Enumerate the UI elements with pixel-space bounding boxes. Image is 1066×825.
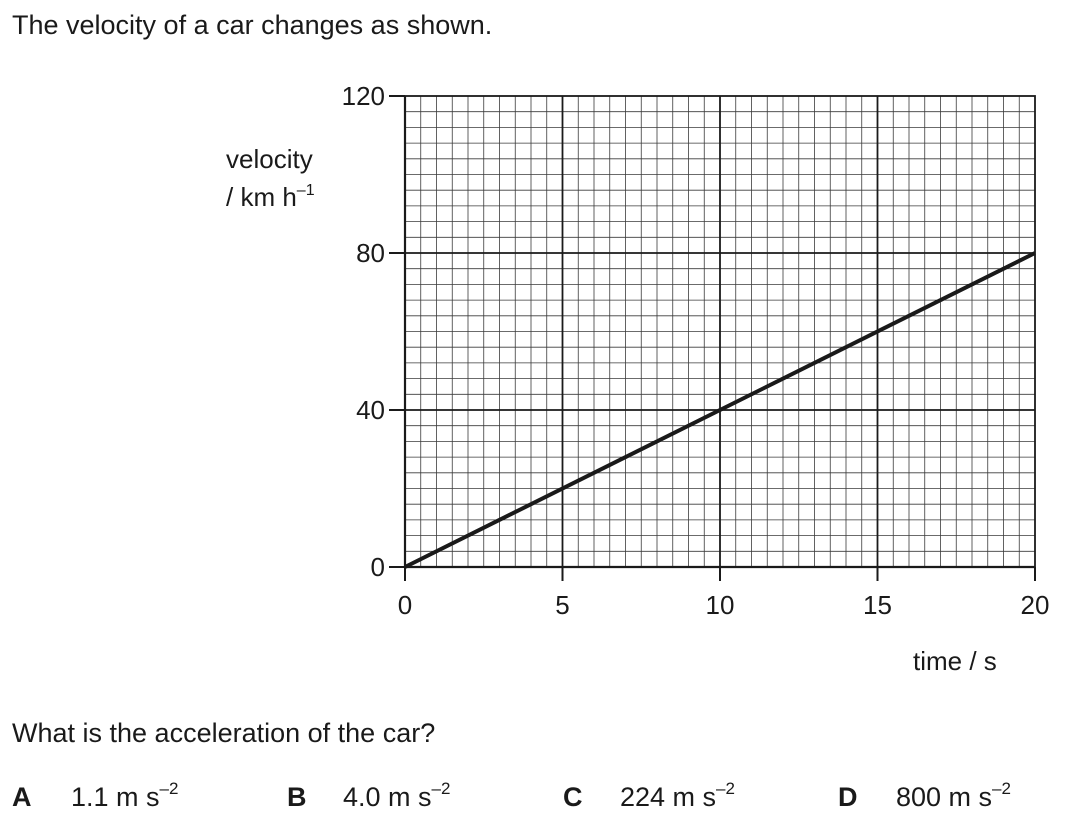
option-a-value: 1.1 m s–2 <box>71 779 179 812</box>
x-tick-label: 0 <box>398 590 412 620</box>
tick-marks <box>389 95 1036 581</box>
option-b[interactable]: B 4.0 m s–2 <box>287 779 450 813</box>
option-d-letter: D <box>838 782 858 812</box>
question-intro: The velocity of a car changes as shown. <box>12 10 493 40</box>
option-a[interactable]: A 1.1 m s–2 <box>12 779 178 813</box>
x-axis-label: time / s <box>913 646 997 676</box>
option-b-letter: B <box>287 782 307 812</box>
option-c[interactable]: C 224 m s–2 <box>563 779 735 813</box>
y-axis-label-line1: velocity <box>226 144 313 174</box>
x-tick-label: 15 <box>863 590 892 620</box>
option-b-value: 4.0 m s–2 <box>343 779 451 812</box>
y-tick-label: 0 <box>371 552 385 582</box>
option-d-value: 800 m s–2 <box>896 779 1011 812</box>
x-tick-label: 5 <box>555 590 569 620</box>
x-tick-label: 20 <box>1021 590 1050 620</box>
option-d[interactable]: D 800 m s–2 <box>838 779 1011 813</box>
y-tick-label: 80 <box>356 238 385 268</box>
data-series <box>404 251 1036 569</box>
y-tick-label: 40 <box>356 395 385 425</box>
x-tick-label: 10 <box>706 590 735 620</box>
option-c-letter: C <box>563 782 583 812</box>
velocity-time-graph: 0 5 10 15 20 0 40 80 120 velocity / km h–1 time … <box>226 81 1050 676</box>
y-axis-label-line2: / km h–1 <box>226 182 315 212</box>
velocity-line <box>404 251 1036 569</box>
option-c-value: 224 m s–2 <box>620 779 735 812</box>
option-a-letter: A <box>12 782 32 812</box>
question-prompt: What is the acceleration of the car? <box>12 718 436 748</box>
y-tick-label: 120 <box>342 81 385 111</box>
tick-labels: 0 5 10 15 20 0 40 80 120 <box>342 81 1050 620</box>
